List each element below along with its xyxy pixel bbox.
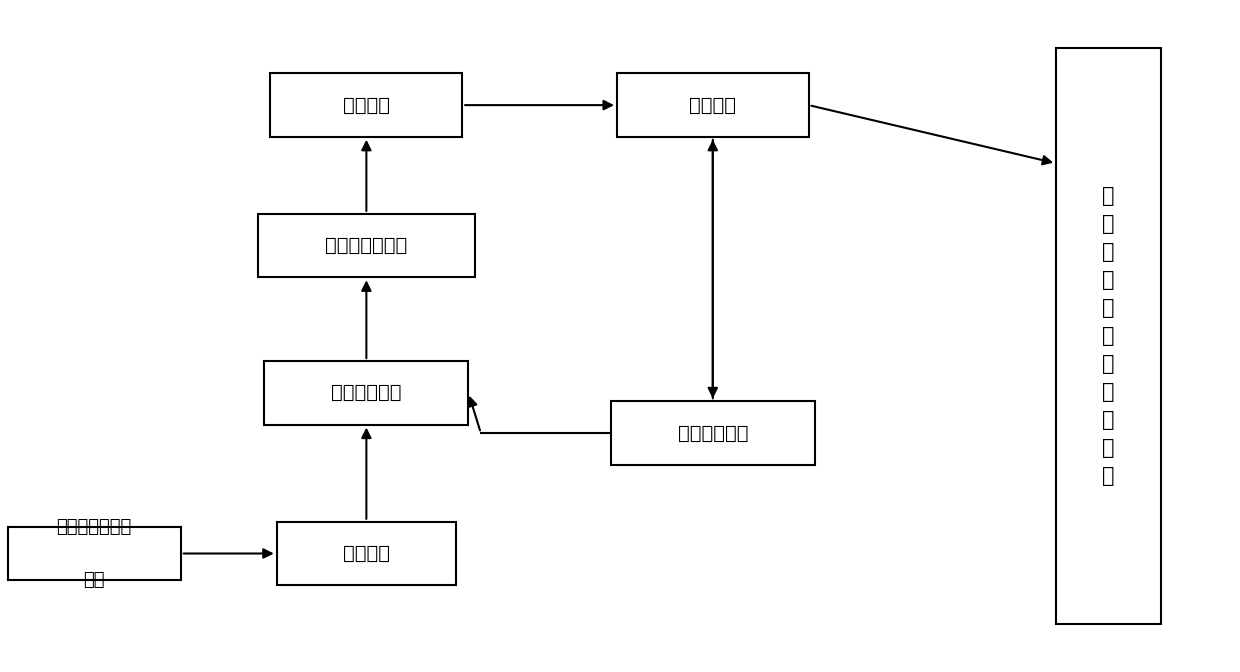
FancyBboxPatch shape (270, 73, 463, 137)
Text: 燃烧模块: 燃烧模块 (343, 544, 389, 563)
Text: 碱液喷淋模块: 碱液喷淋模块 (331, 384, 402, 403)
Text: 含氦天然气尾气: 含氦天然气尾气 (57, 517, 131, 536)
FancyBboxPatch shape (258, 214, 475, 278)
Text: 制冷分离模块: 制冷分离模块 (677, 423, 748, 443)
Text: 分子筛干燥模块: 分子筛干燥模块 (325, 236, 408, 255)
Text: 氧气: 氧气 (83, 571, 105, 589)
Text: 换热模块: 换热模块 (689, 95, 737, 115)
Text: 过滤模块: 过滤模块 (343, 95, 389, 115)
Text: 磁
悬
浮
高
速
离
心
分
离
模
块: 磁 悬 浮 高 速 离 心 分 离 模 块 (1102, 186, 1115, 486)
FancyBboxPatch shape (611, 401, 815, 465)
FancyBboxPatch shape (264, 361, 469, 425)
FancyBboxPatch shape (277, 521, 456, 585)
FancyBboxPatch shape (1056, 48, 1162, 624)
FancyBboxPatch shape (618, 73, 808, 137)
